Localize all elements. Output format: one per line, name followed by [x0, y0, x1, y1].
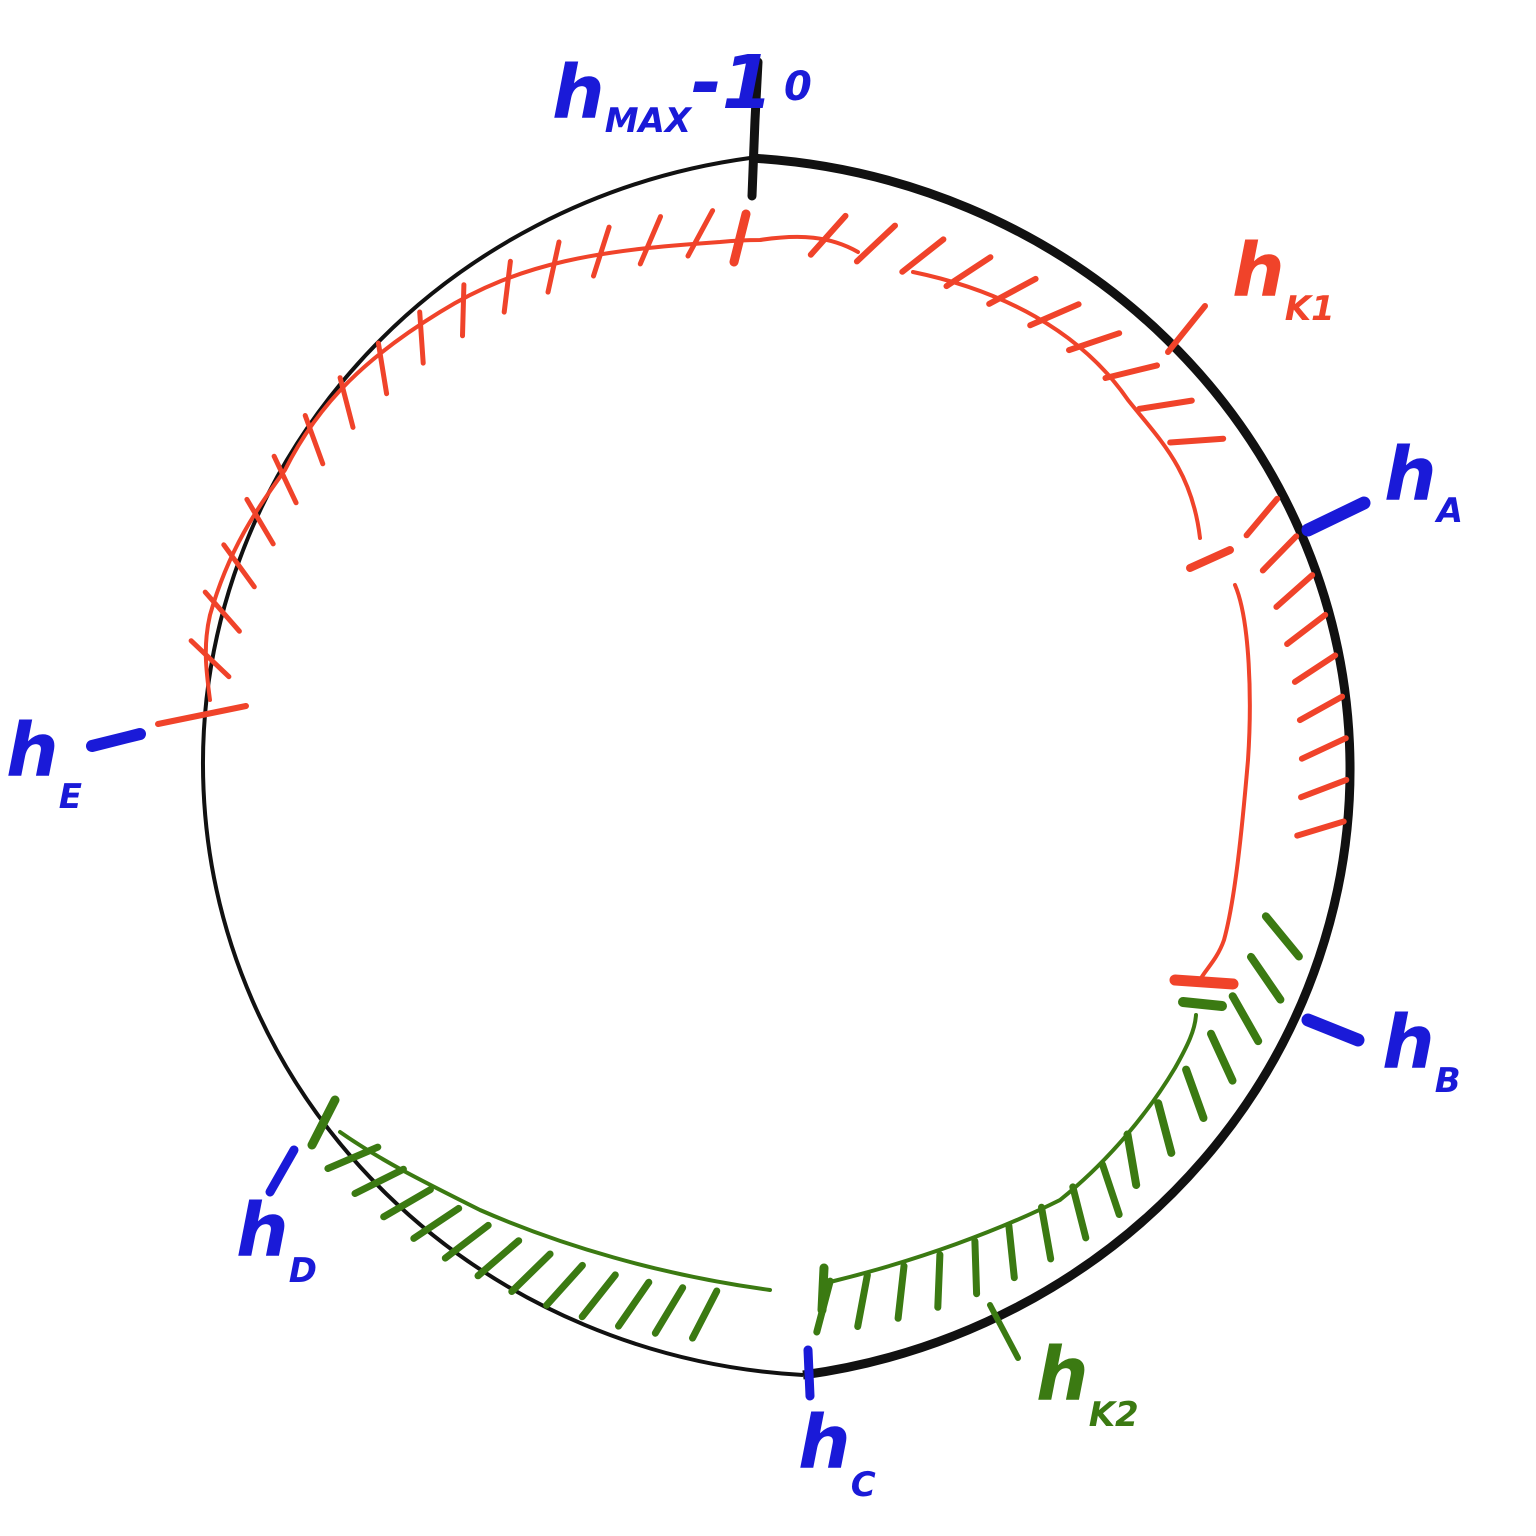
ring-left-arc	[201, 156, 804, 1377]
key1-hatch-mark	[1298, 735, 1349, 762]
hB-label: hB	[1382, 1000, 1461, 1101]
key2-hatch-mark	[1182, 1065, 1208, 1122]
key1-hatch-mark	[591, 224, 612, 279]
key2-pointer-line	[987, 1302, 1021, 1361]
key2-hatch-mark	[474, 1237, 523, 1280]
key1-hatch-mark	[1296, 693, 1346, 724]
key1-hatch-mark	[188, 638, 232, 680]
key1-hatch-mark	[1291, 652, 1339, 685]
key1-hatch-mark	[271, 453, 299, 506]
key1-hatch-mark	[1294, 818, 1347, 839]
key1-hatch-mark	[202, 589, 242, 634]
key1-hatch-mark	[853, 222, 898, 265]
key2-hatch-mark	[1069, 1183, 1090, 1242]
key2-end-tick-top	[1178, 997, 1227, 1011]
key2-hatch-mark	[508, 1250, 554, 1295]
key1-hatch-mark	[899, 236, 947, 275]
key1-hatch-mark	[244, 496, 276, 547]
key1-hatch-mark	[302, 413, 326, 467]
key1-end-tick-mid	[1186, 546, 1234, 572]
key2-hatch-mark	[813, 1277, 834, 1336]
key2-hatch-mark	[894, 1262, 908, 1322]
hK1-label: hK1	[1232, 228, 1335, 329]
key2-range-line-right	[828, 1013, 1198, 1284]
hA-marker	[1301, 496, 1371, 537]
key1-hatch-mark	[637, 214, 663, 267]
key1-pointer-line	[1165, 303, 1208, 355]
key2-hatch-mark	[543, 1261, 586, 1309]
hC-marker	[803, 1345, 815, 1401]
key1-end-tick-left	[155, 703, 249, 727]
key1-hatch-mark	[1298, 776, 1350, 801]
key2-hatch-mark	[1261, 912, 1303, 961]
node-markers	[86, 496, 1371, 1401]
key2-hatch-mark	[578, 1271, 619, 1321]
key2-hatch-mark	[324, 1143, 382, 1172]
key1-hatch-mark	[1102, 362, 1160, 381]
key1-hatch-mark	[1259, 533, 1300, 574]
hD-marker	[265, 1145, 299, 1197]
key1-hatch-mark	[221, 542, 257, 590]
key1-range-line-right	[911, 270, 1202, 540]
hA-label: hA	[1384, 432, 1463, 531]
zero-label: 0	[784, 64, 812, 110]
hE-label: hE	[6, 708, 82, 817]
hE-marker	[86, 728, 146, 752]
key1-hatched-region	[155, 208, 1350, 990]
key1-hatch-mark	[986, 275, 1039, 307]
key2-hatch-mark	[651, 1284, 687, 1337]
key2-hatch-mark	[1247, 952, 1285, 1004]
key1-hatch-mark	[1284, 611, 1329, 647]
ring-right-arc	[749, 153, 1355, 1380]
hash-ring	[201, 153, 1355, 1380]
key2-hatch-mark	[854, 1271, 871, 1330]
hC-label: hC	[798, 1400, 876, 1505]
hK2-label: hK2	[1036, 1332, 1139, 1435]
key2-hatch-mark	[351, 1165, 407, 1197]
key2-hatch-mark	[1099, 1161, 1123, 1218]
key2-hatch-mark	[689, 1287, 721, 1342]
key2-hatch-mark	[410, 1204, 463, 1242]
zero-point-marker	[747, 57, 763, 201]
key1-hatch-mark	[685, 208, 716, 259]
hB-marker	[1301, 1013, 1365, 1047]
key2-hatch-mark	[1123, 1130, 1141, 1189]
key1-end-tick-bottom	[1169, 974, 1239, 990]
key2-hatch-mark	[1207, 1029, 1237, 1085]
key1-hatch-mark	[545, 239, 562, 295]
key2-hatched-region	[307, 912, 1303, 1361]
key2-hatch-mark	[615, 1278, 653, 1330]
key1-hatch-mark	[943, 254, 994, 290]
key1-range-line-lower	[1198, 583, 1252, 982]
key1-hatch-mark	[807, 212, 849, 258]
key1-hatch-mark	[501, 258, 513, 315]
key2-hatch-mark	[1038, 1203, 1055, 1263]
key2-hatch-mark	[934, 1251, 944, 1311]
hmax-label: hMAX-1	[552, 40, 773, 141]
key2-end-tick-left	[307, 1095, 340, 1150]
key2-hatch-mark	[380, 1186, 434, 1221]
key2-hatch-mark	[441, 1221, 492, 1262]
key2-hatch-mark	[971, 1237, 981, 1298]
key2-hatch-mark	[1005, 1221, 1018, 1282]
key1-hatch-mark	[417, 309, 426, 366]
key2-hatch-mark	[1154, 1099, 1176, 1157]
key1-hatch-mark	[337, 375, 356, 430]
key1-hatch-mark	[1243, 495, 1281, 539]
key1-hatch-mark	[460, 282, 467, 339]
key2-range-line-left	[338, 1130, 772, 1292]
key1-end-tick-top	[729, 209, 751, 267]
hD-label: hD	[236, 1188, 317, 1291]
key1-hatch-mark	[1167, 435, 1227, 446]
key1-hatch-mark	[1273, 572, 1316, 610]
labels: hMAX-1 0 hK1 hA hB hK2 hC hD hE	[6, 40, 1463, 1505]
key2-hatch-mark	[1228, 992, 1263, 1046]
key1-hatch-mark	[375, 340, 390, 397]
key1-hatch-mark	[1136, 397, 1195, 412]
key1-range-line-upper	[203, 234, 860, 702]
key1-hatch-mark	[1066, 330, 1123, 354]
key1-hatch-mark	[1027, 301, 1082, 329]
